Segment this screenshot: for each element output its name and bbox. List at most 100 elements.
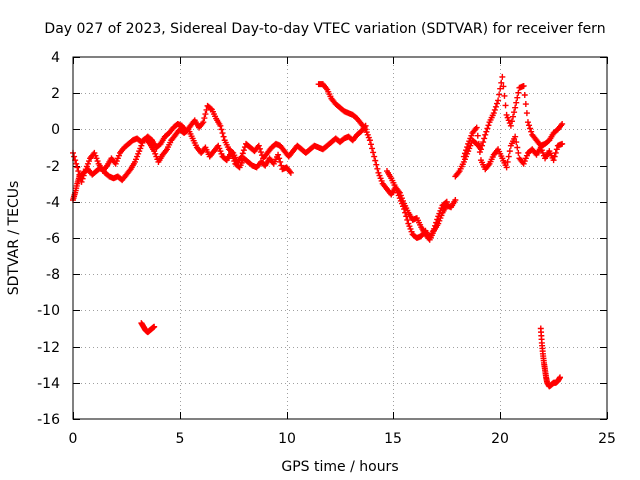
data-point: [151, 148, 158, 155]
axis-ticks: [73, 57, 608, 420]
data-point: [75, 168, 82, 175]
data-point: [483, 128, 490, 135]
data-point: [515, 89, 522, 96]
data-point: [365, 134, 372, 141]
data-point: [92, 152, 99, 159]
data-point: [403, 213, 410, 220]
data-point: [551, 153, 558, 160]
x-tick-label: 0: [69, 431, 78, 447]
series-main-track-a: [70, 102, 369, 203]
series-main-track-b: [70, 126, 294, 185]
data-point: [500, 83, 507, 90]
data-point: [215, 142, 222, 149]
data-point: [131, 158, 138, 165]
data-point: [504, 158, 511, 165]
y-tick-label: -4: [46, 195, 60, 211]
y-tick-label: -8: [46, 267, 60, 283]
plot-frame: [72, 56, 608, 420]
data-point: [493, 100, 500, 107]
data-point: [113, 158, 120, 165]
x-axis-label: GPS time / hours: [281, 459, 398, 475]
data-point: [504, 114, 511, 121]
data-point: [218, 150, 225, 157]
data-point: [514, 144, 521, 151]
data-point: [94, 158, 101, 165]
data-point: [512, 133, 519, 140]
y-axis-label: SDTVAR / TECUs: [6, 181, 22, 296]
data-point: [515, 149, 522, 156]
data-point: [503, 164, 510, 171]
x-tick-labels: 0 5 10 15 20 25: [69, 431, 616, 447]
data-point: [83, 163, 90, 170]
data-point: [464, 144, 471, 151]
data-point: [240, 147, 247, 154]
data-point: [437, 207, 444, 214]
data-point: [520, 160, 527, 167]
data-point: [377, 175, 384, 182]
data-point: [378, 177, 385, 184]
y-tick-label: -6: [46, 231, 60, 247]
data-point: [362, 126, 369, 133]
data-point: [408, 228, 415, 235]
data-point: [230, 155, 237, 162]
data-point: [82, 166, 89, 173]
data-point: [522, 101, 529, 108]
data-point: [507, 122, 514, 129]
data-point: [86, 158, 93, 165]
data-point: [229, 152, 236, 159]
data-point: [481, 135, 488, 142]
data-point: [559, 140, 566, 147]
data-point: [492, 103, 499, 110]
data-point: [466, 138, 473, 145]
data-point: [485, 122, 492, 129]
data-point: [200, 119, 207, 126]
data-point: [552, 149, 559, 156]
data-point: [375, 169, 382, 176]
data-point: [474, 132, 481, 139]
data-point: [369, 145, 376, 152]
data-point: [513, 139, 520, 146]
data-point: [74, 164, 81, 171]
data-point: [133, 156, 140, 163]
data-point: [255, 142, 262, 149]
data-point: [434, 216, 441, 223]
data-point: [201, 115, 208, 122]
data-point: [371, 153, 378, 160]
data-point: [275, 151, 282, 158]
data-point: [80, 172, 87, 179]
data-point: [521, 158, 528, 165]
data-point: [480, 139, 487, 146]
data-point: [257, 149, 264, 156]
data-point: [501, 92, 508, 99]
data-point: [392, 184, 399, 191]
data-point: [497, 85, 504, 92]
data-point: [203, 106, 210, 113]
data-point: [498, 79, 505, 86]
data-point: [513, 99, 520, 106]
data-point: [73, 160, 80, 167]
data-point: [523, 110, 530, 117]
y-tick-labels: 4 2 0 -2 -4 -6 -8 -10 -12 -14 -16: [37, 50, 60, 428]
data-point: [430, 225, 437, 232]
data-point: [538, 147, 545, 154]
data-point: [91, 149, 98, 156]
x-tick-label: 15: [384, 431, 402, 447]
data-point: [216, 145, 223, 152]
data-point: [407, 225, 414, 232]
data-point: [520, 82, 527, 89]
data-point: [442, 199, 449, 206]
data-point: [528, 128, 535, 135]
y-tick-label: -14: [37, 376, 60, 392]
data-point: [396, 195, 403, 202]
data-point: [521, 92, 528, 99]
data-point: [503, 111, 510, 118]
y-tick-label: 0: [51, 122, 60, 138]
data-point: [278, 162, 285, 169]
data-point: [484, 125, 491, 132]
data-point: [398, 200, 405, 207]
data-point: [522, 155, 529, 162]
data-point: [207, 105, 214, 112]
data-point: [463, 147, 470, 154]
data-point: [370, 149, 377, 156]
